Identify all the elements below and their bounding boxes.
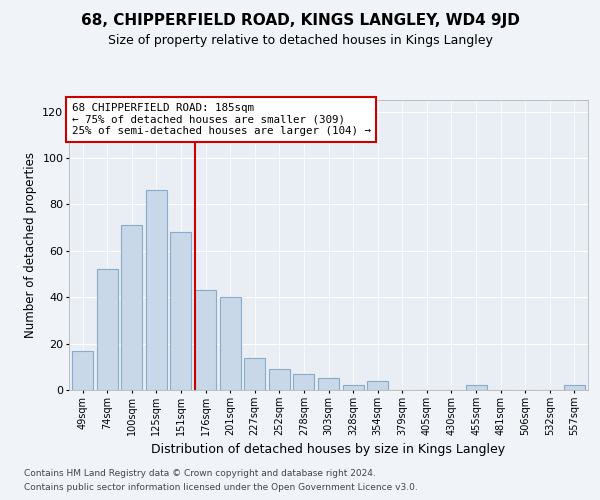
Bar — [195, 290, 216, 390]
Bar — [72, 350, 93, 390]
Bar — [244, 358, 265, 390]
X-axis label: Distribution of detached houses by size in Kings Langley: Distribution of detached houses by size … — [151, 444, 506, 456]
Y-axis label: Number of detached properties: Number of detached properties — [24, 152, 37, 338]
Bar — [318, 378, 339, 390]
Bar — [220, 297, 241, 390]
Bar — [170, 232, 191, 390]
Bar — [146, 190, 167, 390]
Bar — [269, 369, 290, 390]
Bar — [97, 270, 118, 390]
Text: 68, CHIPPERFIELD ROAD, KINGS LANGLEY, WD4 9JD: 68, CHIPPERFIELD ROAD, KINGS LANGLEY, WD… — [80, 12, 520, 28]
Bar — [466, 386, 487, 390]
Text: 68 CHIPPERFIELD ROAD: 185sqm
← 75% of detached houses are smaller (309)
25% of s: 68 CHIPPERFIELD ROAD: 185sqm ← 75% of de… — [71, 103, 371, 136]
Text: Contains HM Land Registry data © Crown copyright and database right 2024.: Contains HM Land Registry data © Crown c… — [24, 468, 376, 477]
Bar — [121, 226, 142, 390]
Text: Contains public sector information licensed under the Open Government Licence v3: Contains public sector information licen… — [24, 484, 418, 492]
Bar — [293, 374, 314, 390]
Text: Size of property relative to detached houses in Kings Langley: Size of property relative to detached ho… — [107, 34, 493, 47]
Bar — [343, 386, 364, 390]
Bar — [367, 380, 388, 390]
Bar — [564, 386, 585, 390]
